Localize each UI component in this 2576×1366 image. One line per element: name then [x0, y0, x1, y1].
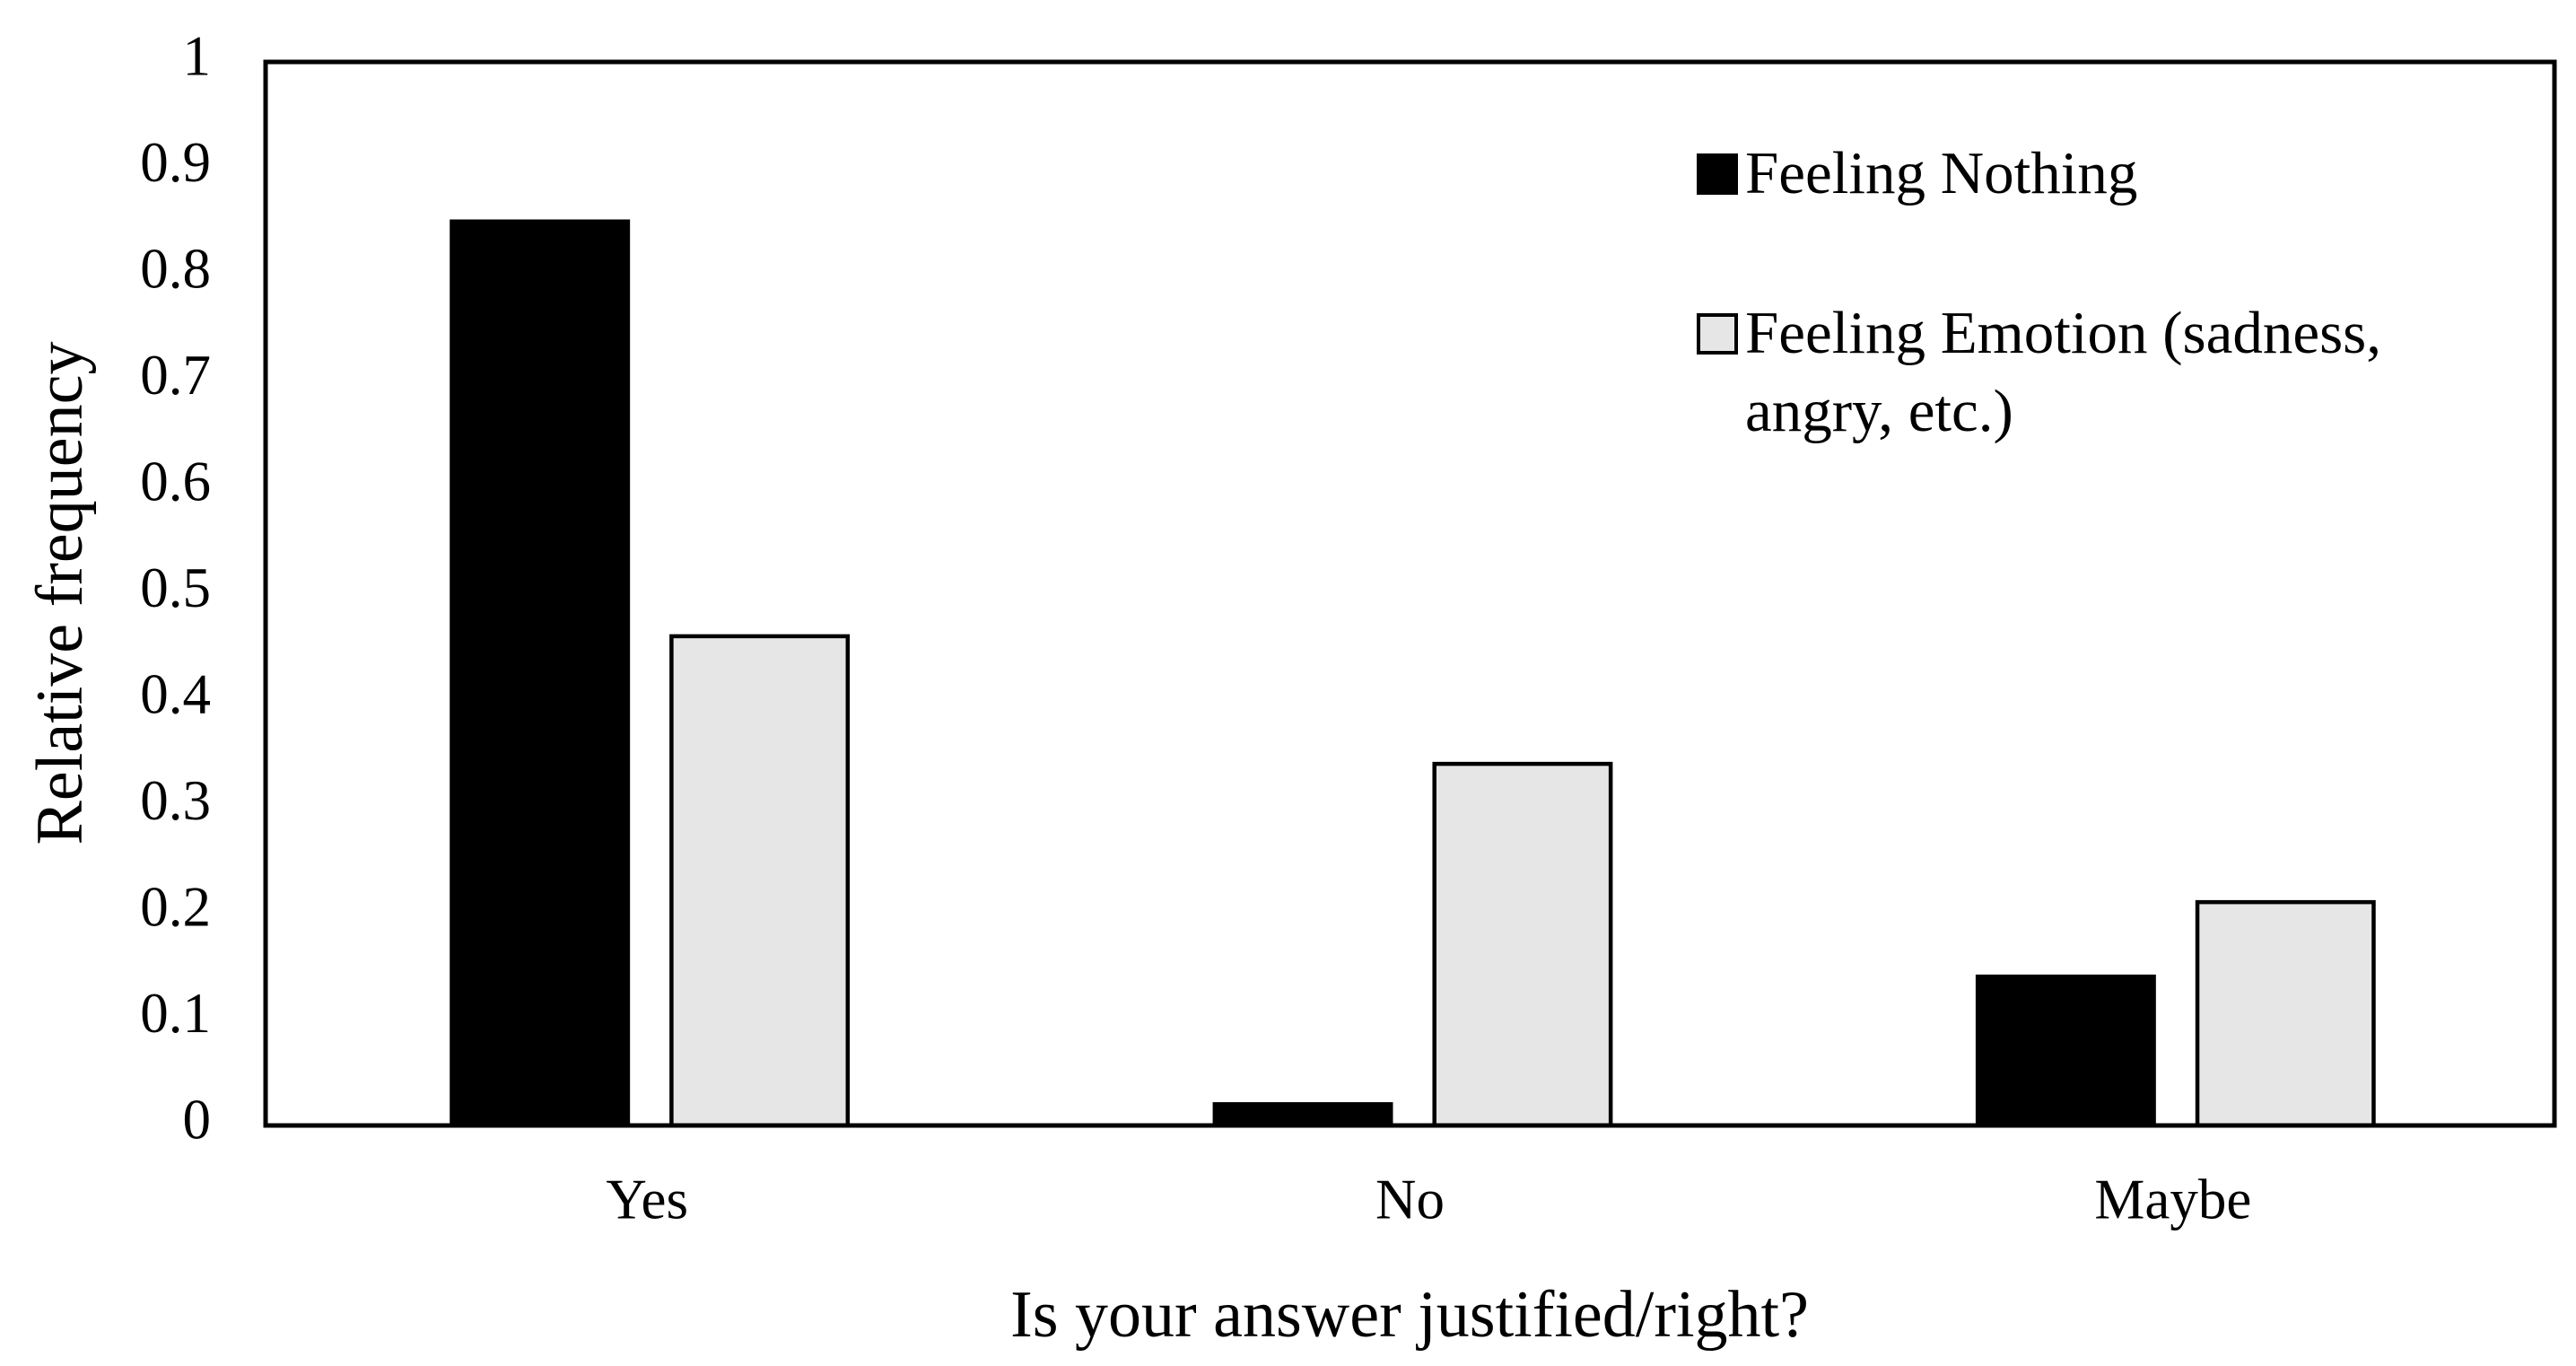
y-tick-label: 0.1 [140, 982, 211, 1045]
y-tick-label: 0.3 [140, 769, 211, 832]
legend-entry: Feeling Emotion (sadness, angry, etc.) [1745, 300, 2381, 444]
bar [1432, 761, 1613, 1128]
bar [2195, 899, 2376, 1128]
legend-entry: Feeling Nothing [1745, 140, 2138, 206]
x-tick-label: No [1375, 1168, 1445, 1230]
bar [1975, 974, 2156, 1128]
legend-swatch [1697, 313, 1738, 355]
bar [450, 219, 631, 1128]
y-tick-label: 0 [183, 1088, 212, 1151]
y-tick-label: 0.5 [140, 556, 211, 619]
bar [1212, 1102, 1393, 1128]
y-tick-label: 0.4 [140, 662, 211, 725]
bar [669, 634, 851, 1128]
y-tick-label: 0.6 [140, 450, 211, 512]
y-tick-label: 0.7 [140, 344, 211, 407]
y-tick-label: 0.8 [140, 237, 211, 300]
x-tick-label: Yes [606, 1168, 688, 1230]
legend-label: Feeling Emotion (sadness, angry, etc.) [1745, 300, 2381, 444]
legend-label: Feeling Nothing [1745, 140, 2138, 206]
y-axis-title: Relative frequency [23, 342, 97, 845]
y-tick-label: 0.9 [140, 131, 211, 194]
x-axis-title: Is your answer justified/right? [1010, 1278, 1809, 1352]
x-tick-label: Maybe [2094, 1168, 2251, 1230]
legend-swatch [1697, 153, 1738, 195]
y-tick-label: 0.2 [140, 875, 211, 938]
plot-frame [263, 59, 2557, 1128]
y-tick-label: 1 [183, 24, 212, 87]
